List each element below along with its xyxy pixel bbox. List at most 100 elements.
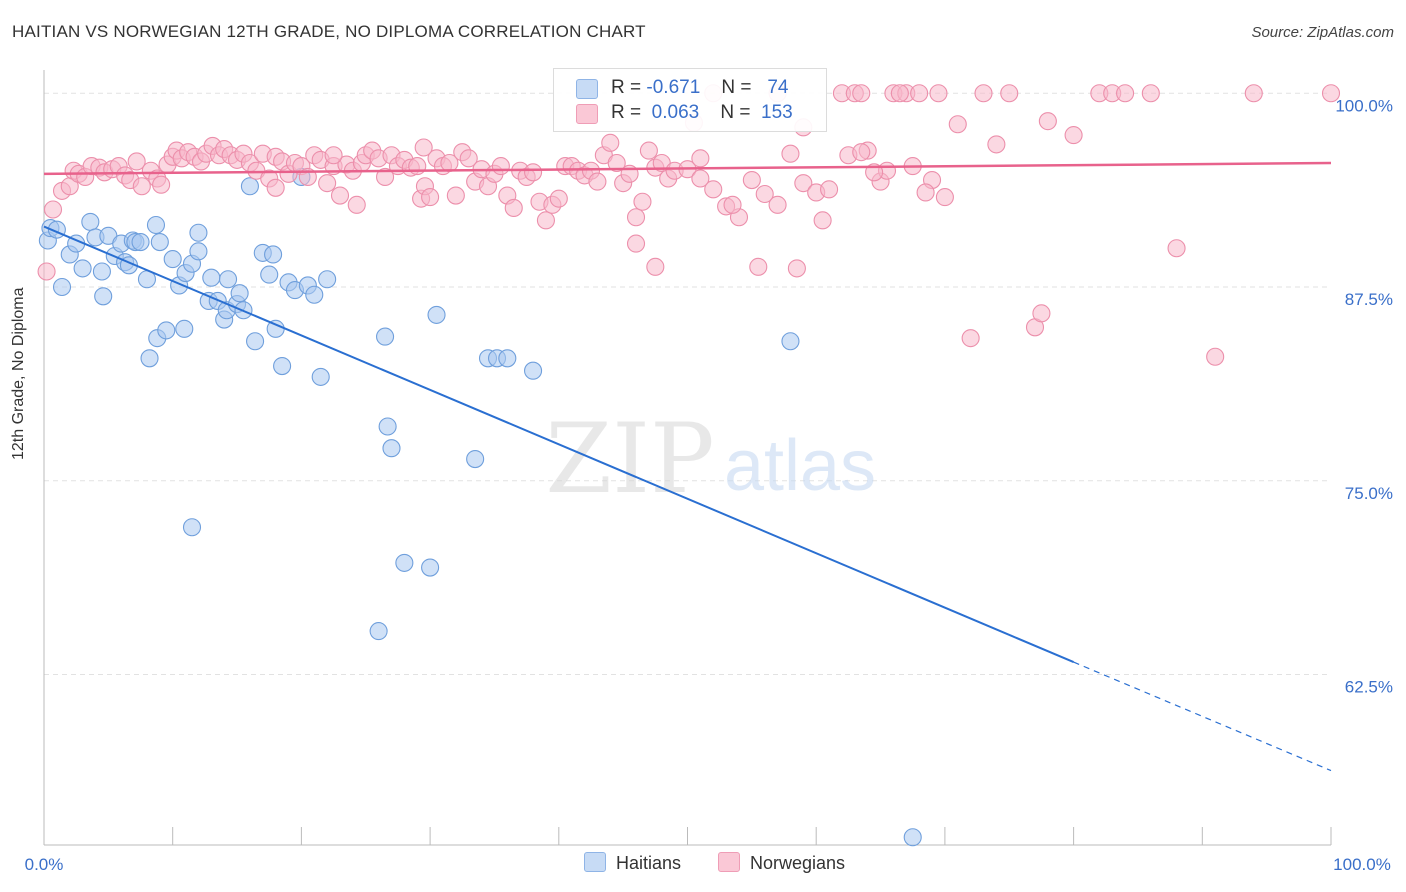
haitian-point (246, 332, 265, 351)
y-tick-label: 87.5% (1345, 290, 1393, 309)
haitian-point (202, 268, 221, 287)
legend-r-value-norwegians: 0.063 (651, 102, 700, 123)
stats-legend: R = -0.671 N = 74 R = 0.063 N = 153 (553, 68, 827, 132)
norwegian-point (890, 84, 909, 103)
norwegian-point (1064, 126, 1083, 145)
haitian-point (427, 305, 446, 324)
haitian-point (318, 270, 337, 289)
norwegian-point (852, 143, 871, 162)
haitian-point (260, 265, 279, 284)
norwegian-point (1116, 84, 1135, 103)
norwegian-point (376, 167, 395, 186)
norwegian-point (459, 149, 478, 168)
haitian-point (376, 327, 395, 346)
norwegian-point (1032, 304, 1051, 323)
norwegian-point (626, 208, 646, 227)
legend-n-label: N = (721, 77, 752, 98)
norwegian-point (948, 115, 967, 134)
norwegian-point (43, 200, 63, 219)
haitian-point (382, 439, 401, 458)
norwegian-point (1244, 84, 1263, 103)
legend-swatch-haitians (576, 79, 598, 99)
haitian-point (311, 367, 330, 386)
x-tick-label-max: 100.0% (1333, 855, 1391, 874)
haitian-point (466, 449, 485, 469)
haitian-point (903, 828, 922, 847)
norwegian-point (781, 144, 800, 163)
bottom-label-haitians: Haitians (616, 853, 682, 873)
haitian-point (781, 332, 800, 351)
norwegian-point (639, 141, 658, 160)
norwegian-point (524, 163, 543, 182)
norwegian-point (626, 234, 646, 253)
bottom-label-norwegians: Norwegians (750, 853, 846, 873)
norwegian-point (330, 186, 350, 205)
bottom-legend-norwegians: Norwegians (718, 852, 845, 874)
norwegian-point (132, 177, 151, 196)
norwegian-point (536, 211, 555, 230)
norwegian-point (929, 84, 948, 103)
x-tick-label-min: 0.0% (25, 855, 64, 874)
norwegians-trend-line (43, 161, 1332, 176)
bottom-legend-haitians: Haitians (584, 852, 681, 874)
haitian-point (240, 177, 259, 196)
chart-source: Source: ZipAtlas.com (1251, 24, 1394, 41)
legend-r-label: R = (611, 102, 642, 123)
haitian-point (189, 242, 208, 261)
legend-swatch-norwegians (576, 104, 598, 124)
haitian-point (498, 349, 517, 368)
norwegian-point (446, 186, 465, 205)
y-tick-label: 62.5% (1345, 678, 1393, 697)
norwegian-point (787, 259, 806, 278)
norwegian-point (127, 152, 146, 171)
norwegian-point (794, 174, 813, 193)
haitian-point (264, 245, 283, 264)
haitian-point (157, 321, 176, 340)
norwegian-point (813, 211, 832, 230)
norwegian-point (588, 172, 607, 191)
norwegian-point (152, 175, 171, 194)
trend-lines (43, 161, 1332, 772)
haitian-point (395, 553, 414, 572)
axes (43, 70, 1332, 846)
haitians-points (38, 167, 922, 847)
haitian-point (81, 212, 100, 231)
norwegian-point (324, 146, 343, 165)
haitian-point (230, 284, 249, 303)
norwegian-point (852, 84, 871, 103)
norwegian-point (414, 138, 433, 157)
chart-title: HAITIAN VS NORWEGIAN 12TH GRADE, NO DIPL… (12, 22, 646, 41)
haitian-point (524, 361, 543, 380)
haitian-point (189, 223, 208, 242)
haitian-point (218, 270, 238, 289)
norwegian-point (1321, 84, 1341, 103)
norwegian-point (266, 178, 285, 197)
haitian-point (52, 277, 72, 297)
haitian-point (94, 287, 113, 306)
norwegian-point (1000, 84, 1019, 103)
norwegian-point (549, 189, 568, 208)
bottom-swatch-norwegians (718, 852, 740, 872)
norwegian-point (347, 195, 366, 214)
legend-n-label: N = (720, 102, 751, 123)
bottom-swatch-haitians (584, 852, 606, 872)
norwegian-point (974, 84, 993, 103)
norwegian-point (691, 169, 710, 188)
haitian-point (163, 250, 182, 269)
norwegians-points (37, 84, 1341, 366)
legend-r-label: R = (611, 77, 642, 98)
norwegian-point (723, 195, 742, 214)
tick-labels: 100.0% 87.5% 75.0% 62.5% 0.0% 100.0% (25, 96, 1393, 874)
norwegian-point (504, 198, 523, 217)
haitian-point (131, 233, 150, 252)
haitian-point (150, 233, 169, 252)
norwegian-point (318, 174, 337, 193)
norwegian-point (491, 157, 510, 176)
zipatlas-watermark: ZIP atlas (545, 403, 876, 515)
haitian-point (273, 356, 292, 376)
gridlines (44, 92, 1331, 675)
haitian-point (421, 558, 440, 577)
haitians-trend-line (43, 225, 1074, 664)
norwegian-point (935, 188, 954, 207)
